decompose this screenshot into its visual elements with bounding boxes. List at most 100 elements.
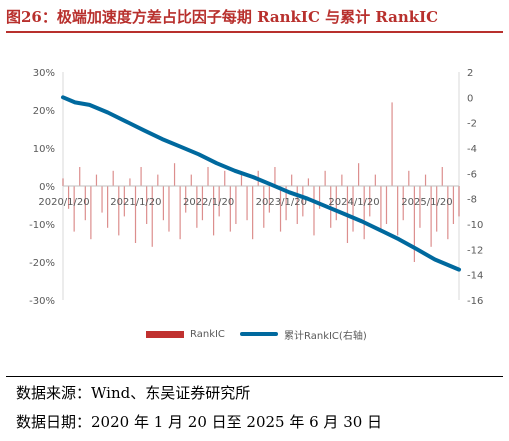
- rankic-bar: [263, 186, 265, 228]
- rankic-bar: [424, 174, 427, 186]
- rankic-bar: [385, 186, 388, 224]
- legend-bar-swatch: [146, 330, 184, 338]
- rankic-bar: [452, 186, 455, 224]
- right-tick-label: -2: [467, 119, 477, 130]
- rankic-bar: [380, 186, 382, 232]
- right-tick-label: -16: [467, 296, 483, 307]
- left-tick-label: -20%: [29, 258, 55, 269]
- source-note: 数据来源：Wind、东吴证券研究所: [16, 384, 251, 402]
- rankic-bar: [62, 178, 64, 186]
- rankic-bar: [101, 186, 103, 213]
- right-axis: 2 0 -2 -4 -6 -8 -10 -12 -14 -16: [458, 68, 483, 307]
- rankic-bar: [458, 186, 460, 217]
- rankic-bar: [218, 186, 220, 217]
- rankic-bar: [201, 186, 204, 221]
- rankic-bar: [408, 170, 410, 186]
- rankic-bar: [95, 174, 98, 186]
- right-tick-label: 0: [467, 93, 473, 104]
- rankic-bar: [397, 186, 399, 236]
- figure-title: 图26：极端加速度方差占比因子每期 RankIC 与累计 RankIC: [6, 8, 439, 26]
- right-tick-label: -10: [467, 220, 483, 231]
- rankic-bar: [224, 170, 226, 186]
- rankic-bar: [413, 186, 415, 262]
- rankic-bar: [291, 174, 293, 186]
- rankic-bar: [441, 167, 443, 186]
- x-tick-label: 2020/1/20: [38, 197, 89, 208]
- rankic-bar: [129, 178, 131, 186]
- rankic-bar: [173, 163, 176, 186]
- legend-label-rankic: RankIC: [190, 328, 225, 340]
- rankic-bar: [229, 186, 231, 232]
- rankic-bar: [279, 186, 282, 232]
- rankic-bar: [107, 186, 109, 228]
- cumulative-rankic-line: [61, 95, 461, 272]
- rankic-bar: [112, 170, 114, 186]
- rankic-bar: [162, 186, 164, 221]
- rankic-bar: [179, 186, 181, 240]
- rankic-bar: [185, 186, 187, 213]
- left-axis: 30% 20% 10% 0% -10% -20% -30%: [29, 68, 64, 307]
- right-tick-label: -6: [467, 169, 477, 180]
- rankic-bar: [335, 186, 337, 221]
- rankic-bar: [307, 178, 310, 186]
- chart: 30% 20% 10% 0% -10% -20% -30% 2 0 -2 -4 -6 -8 -10 -12…: [29, 68, 483, 307]
- rankic-bar: [363, 186, 365, 240]
- rankic-bar: [352, 186, 354, 232]
- legend-item-cumulative: 累计RankIC(右轴): [240, 326, 367, 342]
- rankic-bar: [212, 186, 215, 236]
- rankic-bar: [436, 186, 438, 232]
- left-tick-label: 20%: [33, 106, 55, 117]
- rankic-bar: [190, 174, 192, 186]
- rankic-bar: [252, 186, 254, 240]
- rankic-bar: [151, 186, 153, 247]
- rankic-bar: [358, 163, 360, 186]
- rankic-bar: [430, 186, 432, 247]
- x-tick-label: 2024/1/20: [328, 197, 379, 208]
- left-tick-label: -10%: [29, 220, 55, 231]
- rankic-bar: [274, 167, 276, 186]
- rankic-bar: [235, 186, 237, 224]
- rankic-bar: [123, 186, 125, 217]
- date-note: 数据日期：2020 年 1 月 20 日至 2025 年 6 月 30 日: [16, 413, 383, 431]
- x-axis: 2020/1/20 2021/1/20 2022/1/20 2023/1/20 2024…: [38, 197, 452, 208]
- right-tick-label: -4: [467, 144, 477, 155]
- rankic-bar: [67, 186, 70, 209]
- rankic-bar: [447, 186, 449, 240]
- right-tick-label: 2: [467, 68, 473, 79]
- left-tick-label: 10%: [33, 144, 55, 155]
- bottom-rule: [6, 376, 503, 377]
- rankic-bar: [146, 186, 148, 224]
- rankic-bar: [285, 186, 287, 221]
- left-tick-label: 0%: [39, 182, 55, 193]
- title-rule: [6, 31, 503, 33]
- rankic-bar: [84, 186, 86, 221]
- left-tick-label: -30%: [29, 296, 55, 307]
- rankic-bar: [157, 174, 159, 186]
- legend-item-rankic: RankIC: [146, 326, 225, 342]
- rankic-bar: [79, 167, 81, 186]
- rankic-bar: [324, 170, 326, 186]
- right-tick-label: -8: [467, 195, 477, 206]
- x-tick-label: 2022/1/20: [183, 197, 234, 208]
- rankic-bar: [302, 186, 304, 217]
- right-tick-label: -14: [467, 271, 483, 282]
- rankic-bar: [168, 186, 170, 232]
- rankic-bar: [140, 167, 142, 186]
- rankic-bar: [134, 186, 137, 243]
- rankic-bar: [374, 174, 376, 186]
- x-tick-label: 2021/1/20: [110, 197, 161, 208]
- rankic-bar: [90, 186, 92, 240]
- rankic-bar: [419, 186, 421, 228]
- rankic-bar: [313, 186, 315, 236]
- rankic-bar: [391, 102, 393, 186]
- rankic-bar: [207, 167, 209, 186]
- rankic-bar: [73, 186, 75, 232]
- rankic-bar: [246, 186, 248, 221]
- legend-line-swatch: [240, 332, 278, 336]
- rankic-bar: [296, 186, 298, 224]
- rankic-bar: [118, 186, 120, 236]
- rankic-bar: [268, 186, 270, 213]
- rankic-bar: [369, 186, 371, 217]
- x-tick-label: 2025/1/20: [401, 197, 452, 208]
- rankic-bar: [402, 186, 404, 221]
